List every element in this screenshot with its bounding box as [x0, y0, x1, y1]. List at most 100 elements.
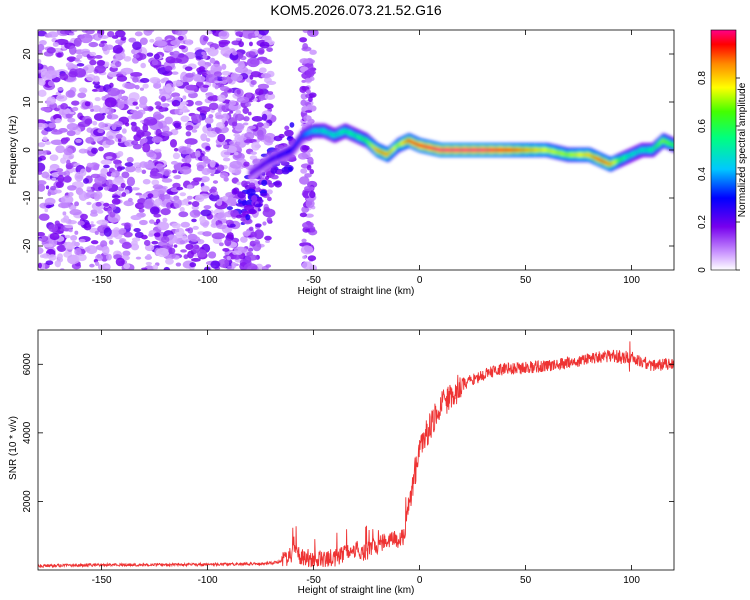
- spectrogram-cell: [305, 110, 313, 113]
- spectrogram-cell: [191, 218, 197, 223]
- spectrogram-cell: [84, 247, 91, 252]
- spectrogram-cell: [83, 223, 92, 231]
- spectrogram-cell: [96, 209, 104, 214]
- spectrogram-cell: [182, 95, 187, 100]
- spectrogram-cell: [205, 74, 218, 84]
- spectrogram-cell: [140, 62, 147, 69]
- spectrogram-cell: [208, 102, 219, 111]
- spectrogram-cell: [213, 71, 222, 77]
- spectrogram-cell: [179, 146, 192, 155]
- spectrogram-cell: [231, 121, 238, 127]
- spectrogram-cell: [266, 80, 277, 85]
- spectrogram-cell: [243, 263, 258, 270]
- spectrogram-cell: [94, 96, 101, 102]
- spectrogram-cell: [191, 128, 198, 133]
- spectrogram-cell: [176, 186, 184, 191]
- spectrogram-cell: [249, 231, 257, 238]
- spectrogram-cell: [155, 247, 170, 258]
- spectrogram-cell: [149, 38, 155, 43]
- spectrogram-cell: [135, 192, 143, 196]
- spectrogram-cell: [263, 132, 276, 143]
- spectrogram-cell: [179, 192, 187, 197]
- spectrogram-cell: [262, 59, 273, 65]
- spectrogram-cell: [69, 209, 82, 216]
- spectrogram-cell: [268, 182, 275, 188]
- spectrogram-cell: [85, 30, 95, 35]
- spectrogram-cell: [249, 74, 254, 80]
- spectrogram-cell: [38, 89, 47, 97]
- spectrogram-cell: [90, 108, 94, 112]
- spectrogram-cell: [251, 195, 258, 202]
- spectrogram-cell: [107, 87, 121, 97]
- snr-xtick-label: 100: [623, 575, 640, 586]
- spectrogram-cell: [216, 199, 223, 206]
- spectrogram-cell: [187, 250, 194, 259]
- spectrogram-cell: [185, 124, 194, 131]
- spectrogram-cell: [218, 242, 224, 247]
- spectrogram-cell: [94, 65, 106, 74]
- spectrogram-cell: [306, 164, 312, 171]
- spectrogram-cell: [278, 133, 285, 139]
- spectrogram-cell: [43, 243, 54, 248]
- spectrogram-cell: [232, 73, 243, 82]
- spectrogram-cell: [151, 78, 158, 84]
- spectrogram-cell: [141, 267, 148, 270]
- spectrogram-cell: [307, 30, 319, 38]
- spectrogram-cell: [64, 224, 74, 229]
- spectrogram-cell: [218, 39, 231, 45]
- snr-xtick-label: -150: [92, 575, 112, 586]
- spectrogram-cell: [184, 138, 198, 145]
- spectrogram-cell: [97, 128, 104, 134]
- spectrogram-cell: [263, 206, 270, 213]
- spectrogram-cell: [78, 190, 88, 202]
- spectrogram-cell: [189, 262, 197, 268]
- spectrogram-cell: [191, 201, 200, 208]
- spectrogram-cell: [105, 139, 115, 146]
- spectrogram-cell: [259, 41, 270, 49]
- spectrogram-cell: [236, 89, 241, 95]
- spectrogram-cell: [88, 41, 99, 48]
- spectrogram-cell: [261, 113, 268, 121]
- spectrogram-cell: [274, 180, 283, 188]
- spectrogram-cell: [298, 176, 310, 185]
- spectrogram-cell: [309, 76, 315, 82]
- spectrogram-cell: [299, 58, 310, 64]
- spectrogram-cell: [304, 173, 312, 178]
- spectrogram-cell: [180, 249, 187, 253]
- spectrogram-cell: [162, 217, 168, 223]
- spectrogram-cell: [198, 66, 205, 72]
- spectrogram-xtick-label: 100: [623, 275, 640, 286]
- spectrogram-cell: [152, 264, 159, 270]
- spectrogram-cell: [258, 30, 269, 36]
- spectrogram-cell: [120, 95, 129, 101]
- spectrogram-cell: [135, 256, 142, 260]
- spectrogram-cell: [153, 213, 162, 218]
- spectrogram-cell: [302, 221, 313, 229]
- spectrogram-cell: [174, 108, 180, 115]
- spectrogram-cell: [270, 174, 279, 180]
- spectrogram-cell: [78, 148, 88, 154]
- spectrogram-cell: [58, 128, 68, 133]
- spectrogram-cell: [131, 140, 139, 146]
- spectrogram-cell: [139, 219, 148, 226]
- spectrogram-cell: [131, 237, 141, 242]
- spectrogram-cell: [146, 253, 152, 258]
- spectrogram-cell: [282, 169, 290, 175]
- spectrogram-cell: [229, 223, 236, 228]
- snr-xtick-label: -50: [306, 575, 321, 586]
- spectrogram-cell: [214, 84, 219, 90]
- spectrogram-cell: [139, 87, 145, 91]
- spectrogram-cell: [154, 101, 162, 106]
- spectrogram-cell: [229, 160, 243, 169]
- spectrogram-cell: [116, 75, 128, 82]
- spectrogram-cell: [194, 150, 201, 158]
- spectrogram-cell: [260, 192, 268, 197]
- spectrogram-cell: [143, 161, 155, 169]
- spectrogram-cell: [226, 197, 237, 207]
- spectrogram-cell: [199, 215, 206, 224]
- spectrogram-cell: [96, 253, 102, 259]
- spectrogram-cell: [266, 47, 273, 52]
- spectrogram-cell: [297, 152, 309, 160]
- spectrogram-cell: [224, 238, 232, 247]
